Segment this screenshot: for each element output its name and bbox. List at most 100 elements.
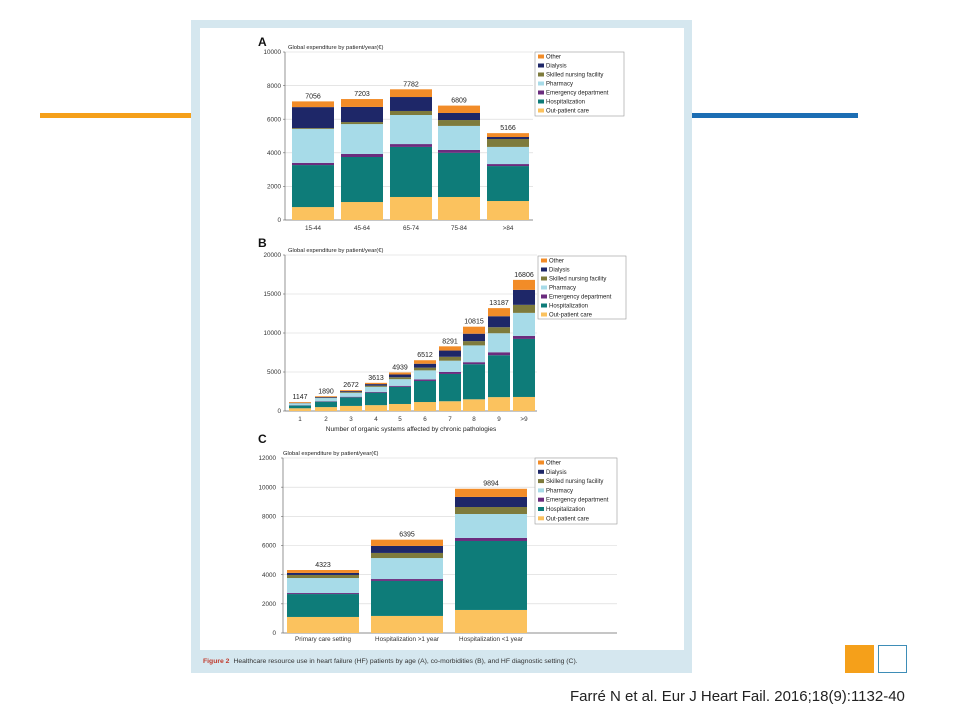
a-bar-emergency-department-45-64 — [341, 153, 383, 157]
a-y-tick-label: 0 — [277, 217, 281, 224]
b-total-label-9: 13187 — [489, 300, 509, 307]
c-legend-label-hospitalization: Hospitalization — [546, 507, 585, 513]
figure-caption-label: Figure 2 — [203, 658, 230, 665]
b-legend-label-other: Other — [549, 259, 564, 265]
a-bar-hospitalization-15-44 — [292, 165, 334, 208]
c-bar-skilled-nursing-facility-hospitalization-gt1-year — [371, 552, 443, 559]
b-legend-label-pharmacy: Pharmacy — [549, 286, 576, 292]
a-bar-hospitalization-65-74 — [390, 146, 432, 197]
c-y-tick-label: 0 — [272, 630, 276, 637]
b-y-tick-label: 0 — [277, 408, 281, 415]
a-legend-swatch-out-patient-care — [538, 108, 544, 113]
a-bar-other-65-74 — [390, 89, 432, 98]
b-total-label-8: 10815 — [464, 319, 484, 326]
b-x-tick-label-2: 2 — [324, 416, 328, 423]
a-bar-pharmacy-15-44 — [292, 128, 334, 163]
a-bar-out-patient-care-75-84 — [438, 196, 480, 220]
b-total-label-5: 4939 — [392, 364, 408, 371]
c-bar-out-patient-care-hospitalization-lt1-year — [455, 609, 527, 633]
a-bar-out-patient-care-45-64 — [341, 202, 383, 220]
b-chart-title: Global expenditure by patient/year(€) — [288, 248, 383, 254]
a-total-label-15-44: 7056 — [305, 93, 321, 100]
b-legend — [537, 255, 627, 320]
a-x-tick-label-15-44: 15-44 — [305, 225, 322, 232]
b-bar-hospitalization-8 — [463, 364, 485, 400]
b-x-tick-label-7: 7 — [448, 416, 452, 423]
a-legend-label-hospitalization: Hospitalization — [546, 100, 585, 106]
a-legend-swatch-emergency-department — [538, 90, 544, 95]
a-bar-out-patient-care-65-74 — [390, 196, 432, 220]
a-bar-other-gt84 — [487, 133, 529, 138]
c-bar-emergency-department-hospitalization-gt1-year — [371, 579, 443, 581]
a-legend-label-dialysis: Dialysis — [546, 64, 567, 70]
b-total-label-7: 8291 — [442, 338, 458, 345]
b-bar-dialysis-5 — [389, 374, 411, 378]
c-legend-swatch-other — [538, 460, 544, 465]
b-bar-emergency-department-4 — [365, 391, 387, 393]
c-legend-swatch-emergency-department — [538, 497, 544, 502]
b-bar-pharmacy-9 — [488, 333, 510, 353]
c-legend-swatch-pharmacy — [538, 488, 544, 493]
b-legend-swatch-skilled-nursing-facility — [541, 276, 547, 281]
b-bar-skilled-nursing-facility-gt9 — [513, 304, 535, 313]
c-legend-swatch-hospitalization — [538, 507, 544, 511]
a-bar-emergency-department-gt84 — [487, 164, 529, 167]
a-bar-skilled-nursing-facility-gt84 — [487, 139, 529, 147]
b-legend-label-skilled-nursing-facility: Skilled nursing facility — [549, 277, 606, 283]
a-bar-hospitalization-45-64 — [341, 157, 383, 203]
b-bar-pharmacy-8 — [463, 345, 485, 363]
c-bar-skilled-nursing-facility-hospitalization-lt1-year — [455, 507, 527, 514]
b-bar-dialysis-2 — [315, 397, 337, 398]
c-legend-swatch-skilled-nursing-facility — [538, 479, 544, 484]
b-bar-emergency-department-5 — [389, 385, 411, 387]
c-bar-pharmacy-hospitalization-lt1-year — [455, 514, 527, 538]
a-legend-swatch-dialysis — [538, 63, 544, 68]
a-bar-emergency-department-65-74 — [390, 144, 432, 147]
b-y-tick-label: 15000 — [263, 291, 281, 298]
b-bar-pharmacy-5 — [389, 379, 411, 386]
b-legend-swatch-hospitalization — [541, 303, 547, 308]
b-bar-out-patient-care-9 — [488, 397, 510, 411]
b-x-axis-label: Number of organic systems affected by ch… — [326, 426, 497, 433]
c-bar-other-primary-care-setting — [287, 570, 359, 573]
a-bar-pharmacy-45-64 — [341, 124, 383, 154]
a-y-tick-label: 2000 — [267, 184, 282, 191]
a-total-label-gt84: 5166 — [500, 125, 516, 132]
orange-square — [845, 645, 874, 673]
b-bar-other-9 — [488, 308, 510, 317]
a-legend-swatch-hospitalization — [538, 99, 544, 104]
c-bar-other-hospitalization-gt1-year — [371, 539, 443, 546]
a-bar-skilled-nursing-facility-75-84 — [438, 120, 480, 126]
citation: Farré N et al. Eur J Heart Fail. 2016;18… — [570, 688, 905, 705]
b-y-tick-label: 20000 — [263, 252, 281, 259]
a-bar-dialysis-15-44 — [292, 107, 334, 129]
a-bar-emergency-department-75-84 — [438, 149, 480, 153]
b-bar-skilled-nursing-facility-8 — [463, 341, 485, 346]
c-x-tick-label-hospitalization-lt1-year: Hospitalization <1 year — [459, 636, 523, 643]
c-bar-emergency-department-hospitalization-lt1-year — [455, 537, 527, 541]
a-legend-label-other: Other — [546, 55, 561, 61]
outline-square — [878, 645, 907, 673]
b-bar-skilled-nursing-facility-4 — [365, 385, 387, 387]
c-bar-hospitalization-hospitalization-lt1-year — [455, 540, 527, 610]
b-legend-label-hospitalization: Hospitalization — [549, 304, 588, 310]
b-bar-out-patient-care-3 — [340, 405, 362, 411]
c-bar-pharmacy-primary-care-setting — [287, 578, 359, 594]
b-bar-emergency-department-8 — [463, 362, 485, 365]
c-legend-label-other: Other — [546, 461, 561, 467]
b-x-tick-label-9: 9 — [497, 416, 501, 423]
a-legend-label-out-patient-care: Out-patient care — [546, 109, 590, 115]
b-bar-hospitalization-9 — [488, 355, 510, 398]
b-bar-emergency-department-gt9 — [513, 335, 535, 339]
c-bar-other-hospitalization-lt1-year — [455, 488, 527, 497]
b-legend-swatch-out-patient-care — [541, 312, 547, 317]
c-legend — [534, 457, 618, 525]
b-bar-skilled-nursing-facility-9 — [488, 327, 510, 334]
b-bar-out-patient-care-gt9 — [513, 396, 535, 411]
c-y-tick-label: 4000 — [262, 572, 277, 579]
c-y-tick-label: 12000 — [258, 455, 276, 462]
b-x-tick-label-1: 1 — [298, 416, 302, 423]
a-x-tick-label-45-64: 45-64 — [354, 225, 371, 232]
b-bar-dialysis-4 — [365, 384, 387, 386]
